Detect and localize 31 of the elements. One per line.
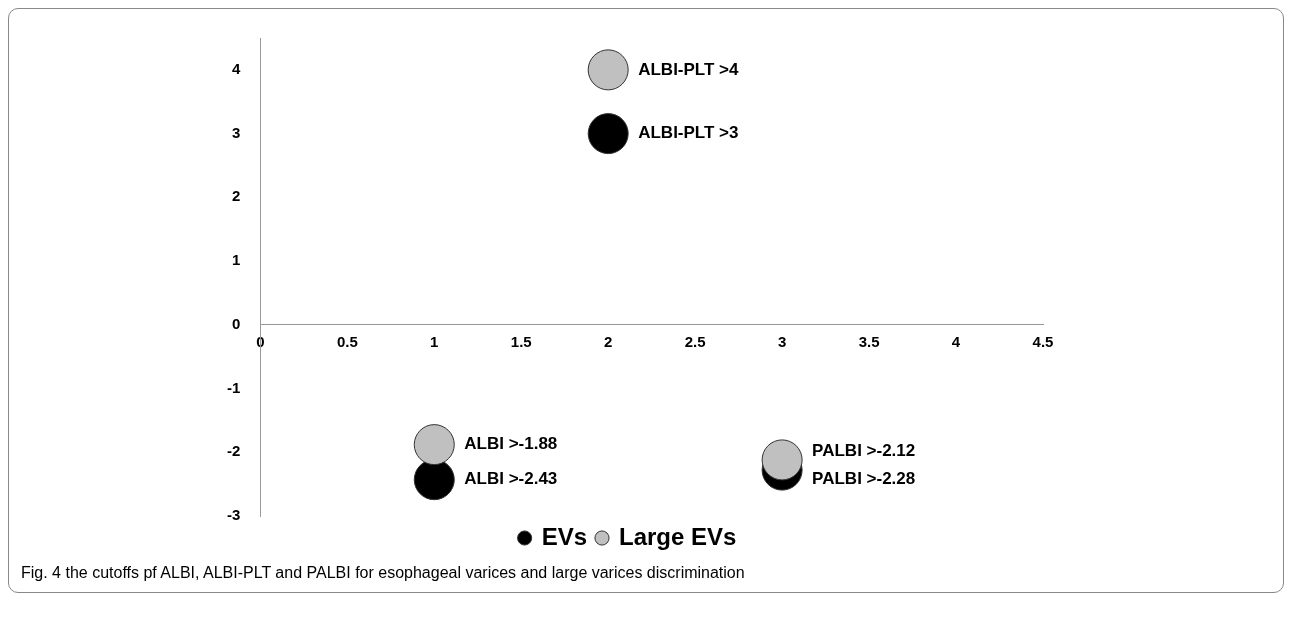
point [587,49,629,91]
x-tick-label: 3 [777,332,787,350]
annotation: ALBI >-2.43 [464,469,558,489]
annotation: ALBI-PLT >4 [638,59,740,79]
y-tick-label: 4 [231,60,241,78]
y-tick-label: -1 [226,378,241,396]
x-tick-label: 0.5 [336,332,358,350]
annotation: ALBI >-1.88 [464,434,558,454]
y-tick-label: -2 [226,442,241,460]
y-tick-label: 0 [231,314,241,332]
legend-label: Large EVs [618,522,737,550]
caption: Fig. 4 the cutoffs pf ALBI, ALBI-PLT and PALBI for esophageal varices and large varices discrimination [20,563,746,583]
x-tick-label: 4.5 [1032,332,1054,350]
x-tick-label: 1 [430,332,439,350]
x-tick-label: 4 [951,332,961,350]
y-tick-label: 3 [231,123,241,141]
x-tick-label: 3.5 [858,332,880,350]
annotation: ALBI-PLT >3 [638,123,739,143]
x-tick-label: 2.5 [684,332,706,350]
y-tick-label: -3 [226,506,241,524]
annotation: PALBI >-2.28 [812,468,916,488]
point [587,113,629,155]
x-tick-label: 1.5 [510,332,532,350]
y-tick-label: 1 [231,251,241,269]
legend-label: EVs [541,522,587,550]
point [761,439,803,481]
y-tick-label: 2 [231,187,241,205]
point [413,424,455,466]
point [413,459,455,501]
annotation: PALBI >-2.12 [812,440,916,460]
x-tick-label: 2 [604,332,613,350]
